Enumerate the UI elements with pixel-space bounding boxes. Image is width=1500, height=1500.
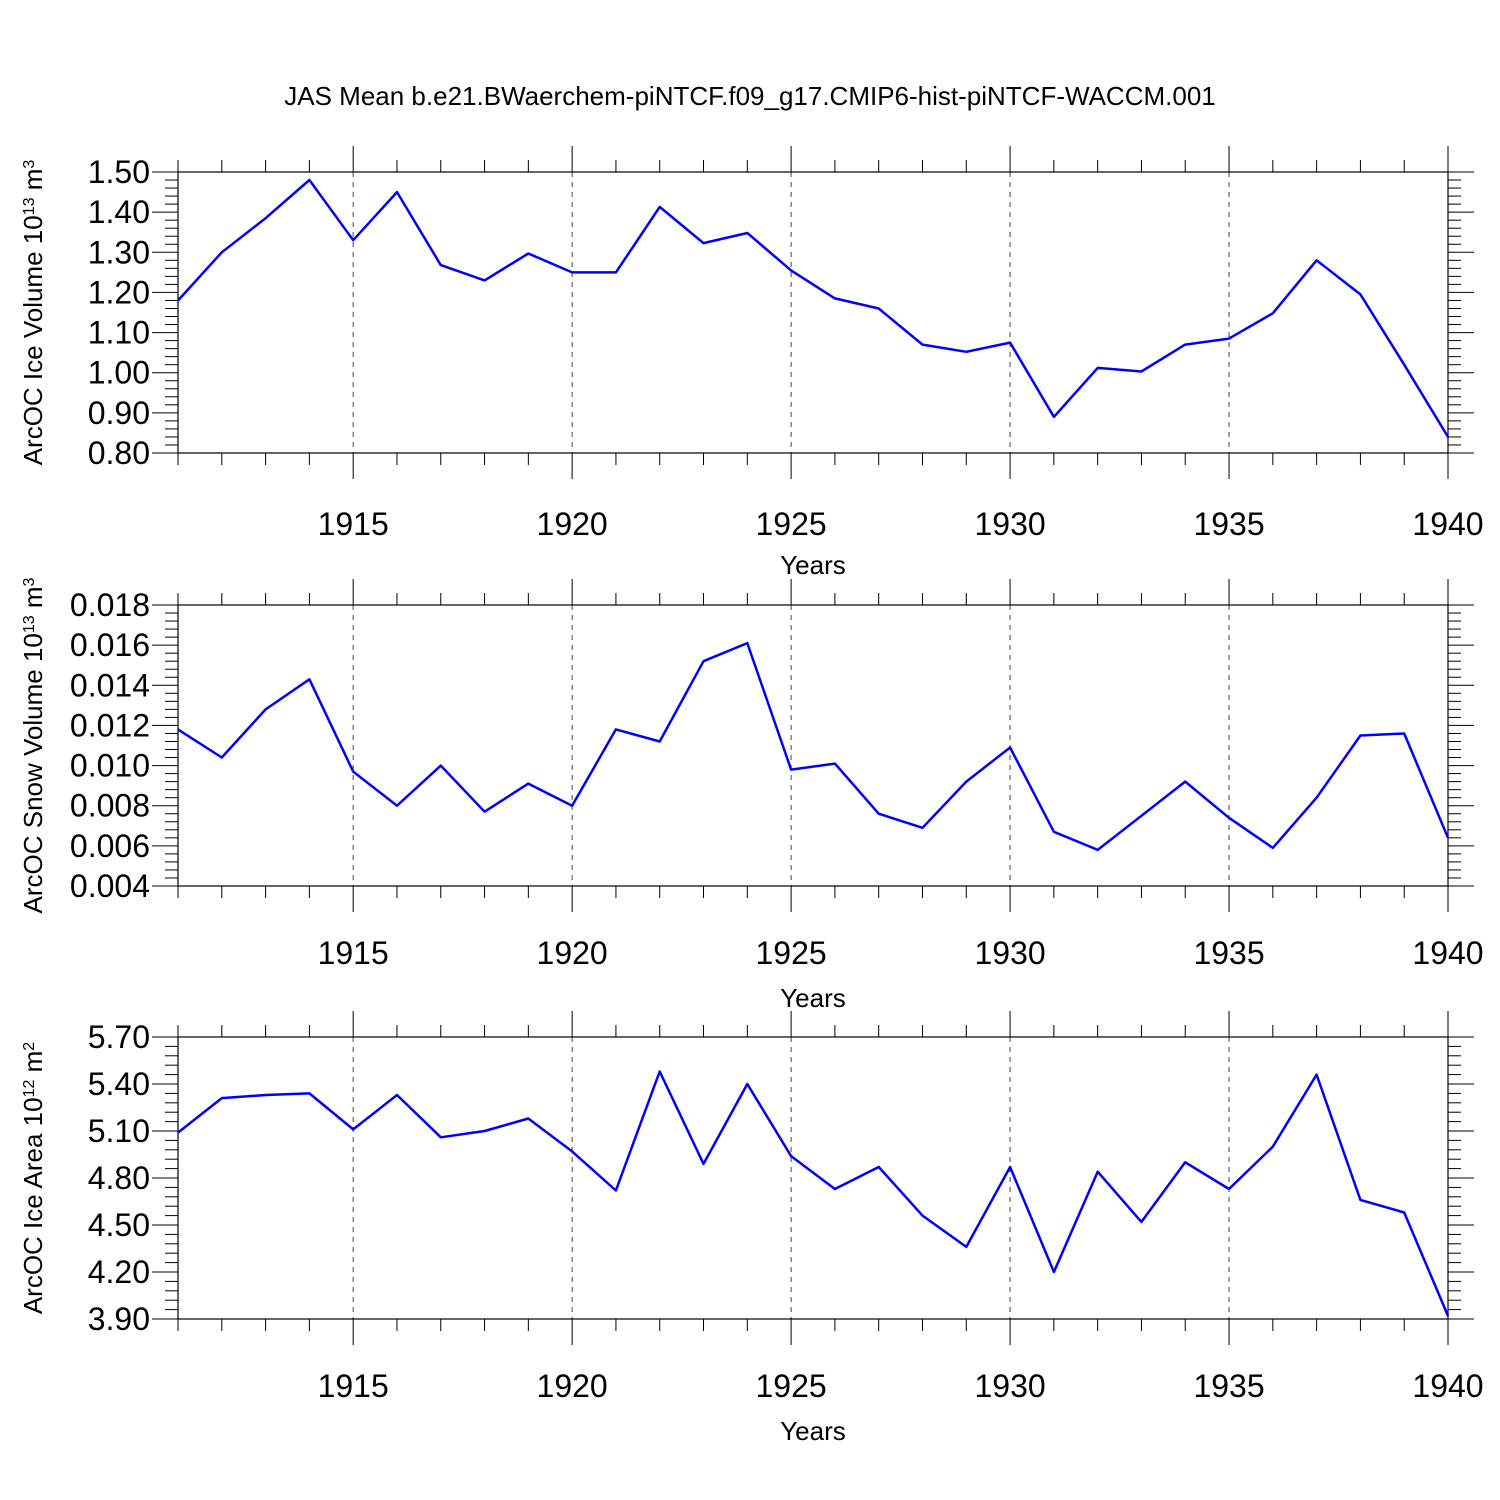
x-tick-label: 1935 <box>1193 1368 1264 1404</box>
y-tick-label: 0.012 <box>70 707 150 743</box>
y-tick-label: 4.20 <box>88 1254 150 1290</box>
y-tick-label: 1.40 <box>88 194 150 230</box>
x-tick-label: 1925 <box>756 506 827 542</box>
y-tick-label: 0.004 <box>70 868 150 904</box>
x-tick-label: 1935 <box>1193 935 1264 971</box>
y-tick-label: 0.90 <box>88 395 150 431</box>
x-tick-label: 1940 <box>1412 935 1483 971</box>
y-axis-label: ArcOC Snow Volume 1013 m3 <box>18 577 48 913</box>
x-tick-label: 1935 <box>1193 506 1264 542</box>
y-tick-label: 0.010 <box>70 748 150 784</box>
y-tick-label: 0.80 <box>88 435 150 471</box>
x-tick-label: 1920 <box>537 506 608 542</box>
y-tick-label: 4.80 <box>88 1160 150 1196</box>
x-tick-label: 1940 <box>1412 1368 1483 1404</box>
x-tick-label: 1915 <box>318 935 389 971</box>
series-line <box>177 178 1450 438</box>
panel-ice-volume: 1915 1920 1925 1930 1935 1940 0.80 0.90 1.00 1.10… <box>18 146 1484 580</box>
x-tick-label: 1920 <box>537 935 608 971</box>
panel-ice-area: 1915 1920 1925 1930 1935 1940 3.90 4.20 4.50 4.80… <box>18 1011 1484 1446</box>
x-tick-label: 1930 <box>974 935 1045 971</box>
panel-snow-volume: 1915 1920 1925 1930 1935 1940 0.004 0.006 0.008 0… <box>18 577 1484 1013</box>
y-tick-label: 5.10 <box>88 1113 150 1149</box>
y-tick-label: 0.018 <box>70 587 150 623</box>
plot-frame <box>177 171 1449 454</box>
x-tick-label: 1915 <box>318 506 389 542</box>
y-tick-label: 0.016 <box>70 627 150 663</box>
x-axis-label: Years <box>780 983 846 1013</box>
x-tick-label: 1930 <box>974 506 1045 542</box>
y-tick-label: 5.70 <box>88 1019 150 1055</box>
x-tick-label: 1925 <box>756 1368 827 1404</box>
y-tick-label: 1.10 <box>88 315 150 351</box>
y-tick-label: 0.008 <box>70 788 150 824</box>
series-line <box>177 641 1450 852</box>
panels: 1915 1920 1925 1930 1935 1940 0.80 0.90 1.00 1.10… <box>18 146 1484 1446</box>
y-tick-label: 0.014 <box>70 667 150 703</box>
y-tick-label: 1.30 <box>88 234 150 270</box>
y-tick-label: 5.40 <box>88 1066 150 1102</box>
y-axis-label: ArcOC Ice Area 1012 m2 <box>18 1042 48 1314</box>
x-tick-label: 1915 <box>318 1368 389 1404</box>
y-tick-label: 1.00 <box>88 355 150 391</box>
y-tick-label: 1.50 <box>88 154 150 190</box>
y-tick-label: 4.50 <box>88 1207 150 1243</box>
x-tick-label: 1940 <box>1412 506 1483 542</box>
chart-title: JAS Mean b.e21.BWaerchem-piNTCF.f09_g17.… <box>284 81 1215 111</box>
x-tick-label: 1920 <box>537 1368 608 1404</box>
x-axis-label: Years <box>780 1416 846 1446</box>
x-axis-label: Years <box>780 550 846 580</box>
y-tick-label: 1.20 <box>88 274 150 310</box>
x-tick-label: 1925 <box>756 935 827 971</box>
plot-frame <box>177 604 1449 887</box>
y-tick-label: 3.90 <box>88 1301 150 1337</box>
y-tick-label: 0.006 <box>70 828 150 864</box>
y-axis-label: ArcOC Ice Volume 1013 m3 <box>18 160 48 466</box>
series-line <box>177 1070 1450 1317</box>
x-tick-label: 1930 <box>974 1368 1045 1404</box>
